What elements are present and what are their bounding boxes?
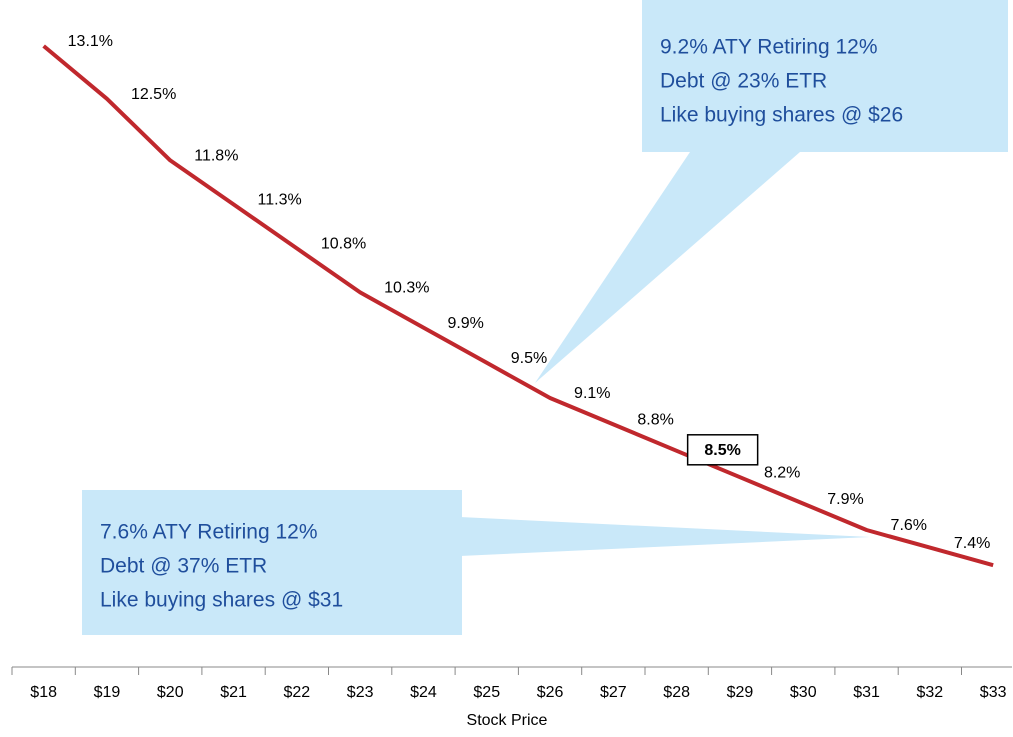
x-tick-label: $21	[220, 684, 247, 701]
callout-bottom: 7.6% ATY Retiring 12% Debt @ 37% ETR Lik…	[82, 490, 870, 635]
data-label: 13.1%	[68, 33, 113, 50]
annotation-line: Like buying shares @ $31	[100, 589, 343, 612]
x-tick-label: $27	[600, 684, 627, 701]
annotation-line: 7.6% ATY Retiring 12%	[100, 521, 318, 544]
x-tick-label: $26	[537, 684, 564, 701]
callout-pointer	[535, 152, 800, 383]
label-box	[686, 434, 759, 466]
data-label: 8.8%	[637, 412, 673, 429]
data-label: 7.6%	[891, 517, 927, 534]
data-label: 7.9%	[827, 491, 863, 508]
callout-box	[82, 490, 462, 635]
x-axis-title: Stock Price	[467, 712, 548, 729]
data-label: 10.3%	[384, 280, 429, 297]
annotation-line: Like buying shares @ $26	[660, 104, 903, 127]
callout-pointer	[460, 517, 870, 556]
x-tick-label: $24	[410, 684, 437, 701]
data-label: 7.4%	[954, 535, 990, 552]
callout-box	[642, 0, 1008, 152]
x-tick-label: $33	[980, 684, 1007, 701]
x-tick-label: $22	[283, 684, 310, 701]
line-series	[42, 44, 994, 568]
callout-top: 9.2% ATY Retiring 12% Debt @ 23% ETR Lik…	[535, 0, 1008, 383]
data-label: 9.9%	[447, 315, 483, 332]
x-tick-label: $31	[853, 684, 880, 701]
x-tick-label: $30	[790, 684, 817, 701]
x-tick-label: $20	[157, 684, 184, 701]
x-tick-label: $18	[30, 684, 57, 701]
annotation-line: Debt @ 37% ETR	[100, 555, 267, 578]
data-label: 9.1%	[574, 385, 610, 402]
data-label: 8.5%	[704, 442, 740, 459]
x-tick-label: $28	[663, 684, 690, 701]
data-label: 9.5%	[511, 350, 547, 367]
annotation-line: 9.2% ATY Retiring 12%	[660, 36, 878, 59]
data-label: 11.3%	[258, 192, 302, 209]
x-tick-label: $32	[916, 684, 943, 701]
x-tick-label: $23	[347, 684, 374, 701]
x-tick-label: $19	[94, 684, 121, 701]
data-label: 8.2%	[764, 464, 800, 481]
x-tick-label: $29	[727, 684, 754, 701]
data-label: 12.5%	[131, 86, 176, 103]
data-label: 11.8%	[194, 148, 238, 165]
annotation-line: Debt @ 23% ETR	[660, 70, 827, 93]
x-tick-label: $25	[473, 684, 500, 701]
data-label: 10.8%	[321, 236, 366, 253]
